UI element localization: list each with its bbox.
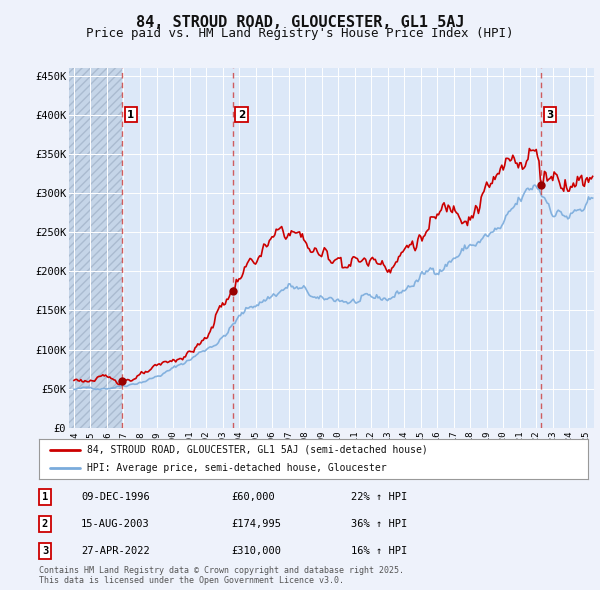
Text: Contains HM Land Registry data © Crown copyright and database right 2025.
This d: Contains HM Land Registry data © Crown c… (39, 566, 404, 585)
Text: £310,000: £310,000 (231, 546, 281, 556)
Text: 09-DEC-1996: 09-DEC-1996 (81, 492, 150, 502)
Text: 2: 2 (238, 110, 245, 120)
Text: 2: 2 (42, 519, 48, 529)
Text: 36% ↑ HPI: 36% ↑ HPI (351, 519, 407, 529)
Text: 22% ↑ HPI: 22% ↑ HPI (351, 492, 407, 502)
Text: Price paid vs. HM Land Registry's House Price Index (HPI): Price paid vs. HM Land Registry's House … (86, 27, 514, 40)
Text: 15-AUG-2003: 15-AUG-2003 (81, 519, 150, 529)
Text: 3: 3 (42, 546, 48, 556)
Text: £174,995: £174,995 (231, 519, 281, 529)
Text: 16% ↑ HPI: 16% ↑ HPI (351, 546, 407, 556)
Bar (69, 68, 122, 428)
Text: 1: 1 (42, 492, 48, 502)
Text: 84, STROUD ROAD, GLOUCESTER, GL1 5AJ (semi-detached house): 84, STROUD ROAD, GLOUCESTER, GL1 5AJ (se… (88, 445, 428, 455)
Text: 3: 3 (547, 110, 554, 120)
Text: 27-APR-2022: 27-APR-2022 (81, 546, 150, 556)
Text: HPI: Average price, semi-detached house, Gloucester: HPI: Average price, semi-detached house,… (88, 463, 387, 473)
Text: 84, STROUD ROAD, GLOUCESTER, GL1 5AJ: 84, STROUD ROAD, GLOUCESTER, GL1 5AJ (136, 15, 464, 30)
Text: £60,000: £60,000 (231, 492, 275, 502)
Text: 1: 1 (127, 110, 134, 120)
